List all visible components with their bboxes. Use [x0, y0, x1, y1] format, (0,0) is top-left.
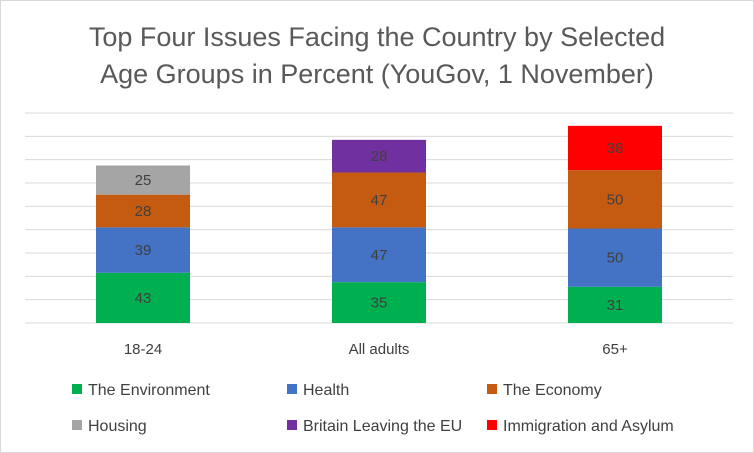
legend-label: Health: [303, 382, 349, 399]
bar-segment: [568, 125, 662, 171]
legend-swatch: [287, 420, 297, 430]
bar-segment: [96, 272, 190, 323]
legend: The Environment Health The Economy Housing B…: [72, 382, 674, 435]
bar-segment: [96, 165, 190, 195]
category-label: All adults: [349, 341, 410, 358]
bar-segment: [332, 172, 426, 228]
data-label: 47: [371, 192, 388, 209]
bar-segment: [96, 194, 190, 228]
legend-label: Immigration and Asylum: [503, 418, 674, 435]
category-label: 18-24: [124, 341, 162, 358]
chart-title-line-1: Top Four Issues Facing the Country by Se…: [89, 22, 665, 52]
data-label: 38: [607, 140, 624, 157]
legend-swatch: [287, 384, 297, 394]
bar-segments: [96, 125, 662, 323]
data-label: 28: [371, 148, 388, 165]
legend-label: Britain Leaving the EU: [303, 418, 462, 435]
data-label: 43: [135, 290, 152, 307]
bar-segment: [96, 227, 190, 273]
legend-swatch: [487, 420, 497, 430]
category-label: 65+: [602, 341, 628, 358]
data-labels: 43 39 28 25 35 47 47 28 31 50 50 38: [135, 140, 624, 314]
legend-swatch: [72, 384, 82, 394]
legend-label: Housing: [88, 418, 147, 435]
data-label: 39: [135, 242, 152, 259]
bar-segment: [332, 227, 426, 283]
bar-segment: [568, 286, 662, 323]
legend-swatch: [72, 420, 82, 430]
data-label: 35: [371, 295, 388, 312]
data-label: 28: [135, 203, 152, 220]
bar-segment: [568, 170, 662, 229]
data-label: 50: [607, 191, 624, 208]
chart-title-line-2: Age Groups in Percent (YouGov, 1 Novembe…: [100, 59, 654, 89]
category-labels: 18-24 All adults 65+: [124, 341, 628, 358]
bar-segment: [332, 282, 426, 323]
data-label: 25: [135, 172, 152, 189]
data-label: 50: [607, 250, 624, 267]
bar-segment: [568, 228, 662, 287]
legend-swatch: [487, 384, 497, 394]
bar-segment: [332, 139, 426, 173]
data-label: 31: [607, 297, 624, 314]
legend-label: The Environment: [88, 382, 210, 399]
data-label: 47: [371, 247, 388, 264]
legend-label: The Economy: [503, 382, 602, 399]
